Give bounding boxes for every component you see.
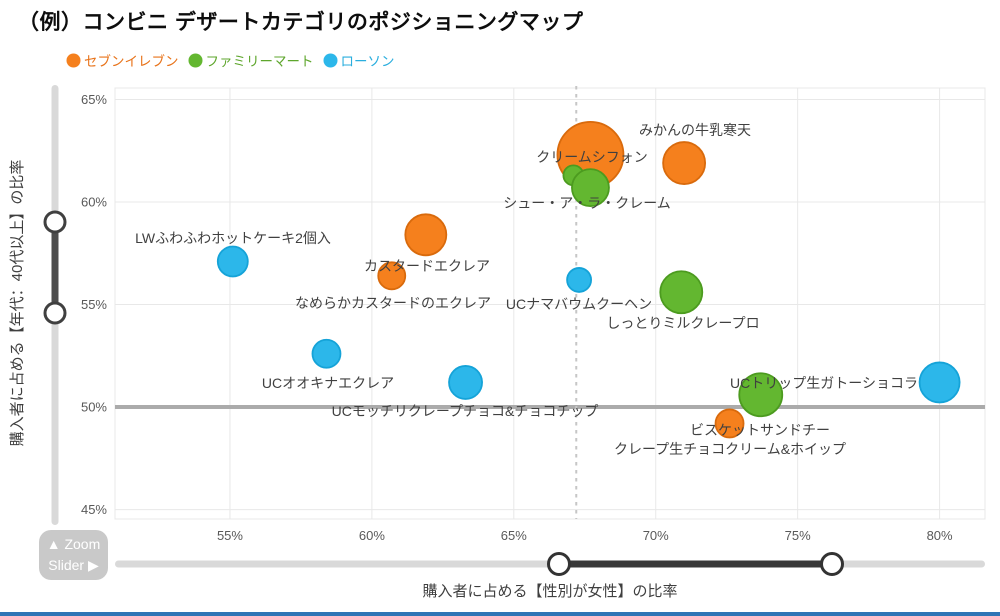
bubble-label: クレープ生チョコクリーム&ホイップ xyxy=(614,441,846,457)
x-zoom-slider-range[interactable] xyxy=(559,560,832,568)
legend-dot-lawson-icon xyxy=(323,53,337,67)
x-tick-label: 70% xyxy=(643,528,669,543)
bubble-labels-layer: みかんの牛乳寒天カスタードエクレアなめらかカスタードのエクレアビスケットサンドチ… xyxy=(135,122,918,457)
bubble[interactable] xyxy=(216,245,249,278)
bubble-label: UCトリップ生ガトーショコラ xyxy=(730,375,918,391)
x-tick-label: 60% xyxy=(359,528,385,543)
plot-border xyxy=(114,87,986,520)
bubble-label: ビスケットサンドチー xyxy=(690,422,830,438)
bubble-label: みかんの牛乳寒天 xyxy=(639,122,751,138)
y-tick-label: 65% xyxy=(81,92,107,107)
bubble[interactable] xyxy=(404,213,448,257)
page-title: （例）コンビニ デザートカテゴリのポジショニングマップ xyxy=(18,11,584,34)
bubble-label: シュー・ア・ラ・クレーム xyxy=(503,195,671,211)
bubble-label: UCモッチリクレープチョコ&チョコチップ xyxy=(332,403,599,419)
zoom-slider-button-line2: Slider ▶ xyxy=(48,557,99,573)
bubble-label: UCナマバウムクーヘン xyxy=(506,296,652,312)
tick-labels-layer: 55% 60% 65% 70% 75% 80% 45% 50% 55% 60% 65% xyxy=(81,92,953,543)
bubble[interactable] xyxy=(448,365,483,400)
bubble-label: カスタードエクレア xyxy=(364,258,490,274)
bubble[interactable] xyxy=(918,361,961,404)
grid-layer xyxy=(114,87,986,520)
x-tick-label: 75% xyxy=(785,528,811,543)
bubble[interactable] xyxy=(377,261,407,291)
legend-item-lawson[interactable]: ローソン xyxy=(323,50,395,70)
y-axis-title: 購入者に占める【年代：40代以上】の比率 xyxy=(9,160,26,447)
bubble[interactable] xyxy=(738,372,784,418)
x-axis-title: 購入者に占める【性別が女性】の比率 xyxy=(422,582,677,600)
y-zoom-slider-handle-top[interactable] xyxy=(43,210,67,234)
zoom-slider-button[interactable]: ▲ Zoom Slider ▶ xyxy=(39,530,108,580)
y-zoom-slider-range[interactable] xyxy=(51,222,59,313)
x-tick-label: 65% xyxy=(501,528,527,543)
legend-label: ファミリーマート xyxy=(205,54,314,69)
bottom-edge-bar xyxy=(0,612,1000,616)
legend-item-familymart[interactable]: ファミリーマート xyxy=(188,50,314,70)
legend-label: セブンイレブン xyxy=(84,54,179,69)
bubble[interactable] xyxy=(311,338,342,369)
y-tick-label: 45% xyxy=(81,502,107,517)
bubble[interactable] xyxy=(662,141,707,185)
x-tick-label: 55% xyxy=(217,528,243,543)
x-tick-label: 80% xyxy=(927,528,953,543)
legend-item-seven-eleven[interactable]: セブンイレブン xyxy=(66,50,179,70)
zoom-slider-button-line1: ▲ Zoom xyxy=(46,536,101,552)
legend-dot-familymart-icon xyxy=(188,53,202,67)
bubble-label: なめらかカスタードのエクレア xyxy=(295,295,491,311)
bubble[interactable] xyxy=(714,408,745,439)
legend-label: ローソン xyxy=(340,54,395,69)
y-zoom-slider-handle-bottom[interactable] xyxy=(43,301,67,325)
bubble[interactable] xyxy=(571,168,610,208)
bubble-label: クリームシフォン xyxy=(536,149,648,165)
bubble-label: LWふわふわホットケーキ2個入 xyxy=(135,230,331,246)
y-tick-label: 50% xyxy=(81,400,107,415)
bubbles-layer xyxy=(216,120,961,439)
legend: セブンイレブン ファミリーマート ローソン xyxy=(66,50,395,70)
bubble-label: しっとりミルクレープロ xyxy=(606,315,759,331)
y-tick-label: 55% xyxy=(81,297,107,312)
y-tick-label: 60% xyxy=(81,195,107,210)
x-zoom-slider-handle-right[interactable] xyxy=(820,552,844,576)
x-zoom-slider-handle-left[interactable] xyxy=(547,552,571,576)
bubble-label: UCオオキナエクレア xyxy=(262,375,394,391)
bubble[interactable] xyxy=(566,267,592,293)
bubble[interactable] xyxy=(659,270,704,315)
legend-dot-seven-eleven-icon xyxy=(66,53,81,67)
